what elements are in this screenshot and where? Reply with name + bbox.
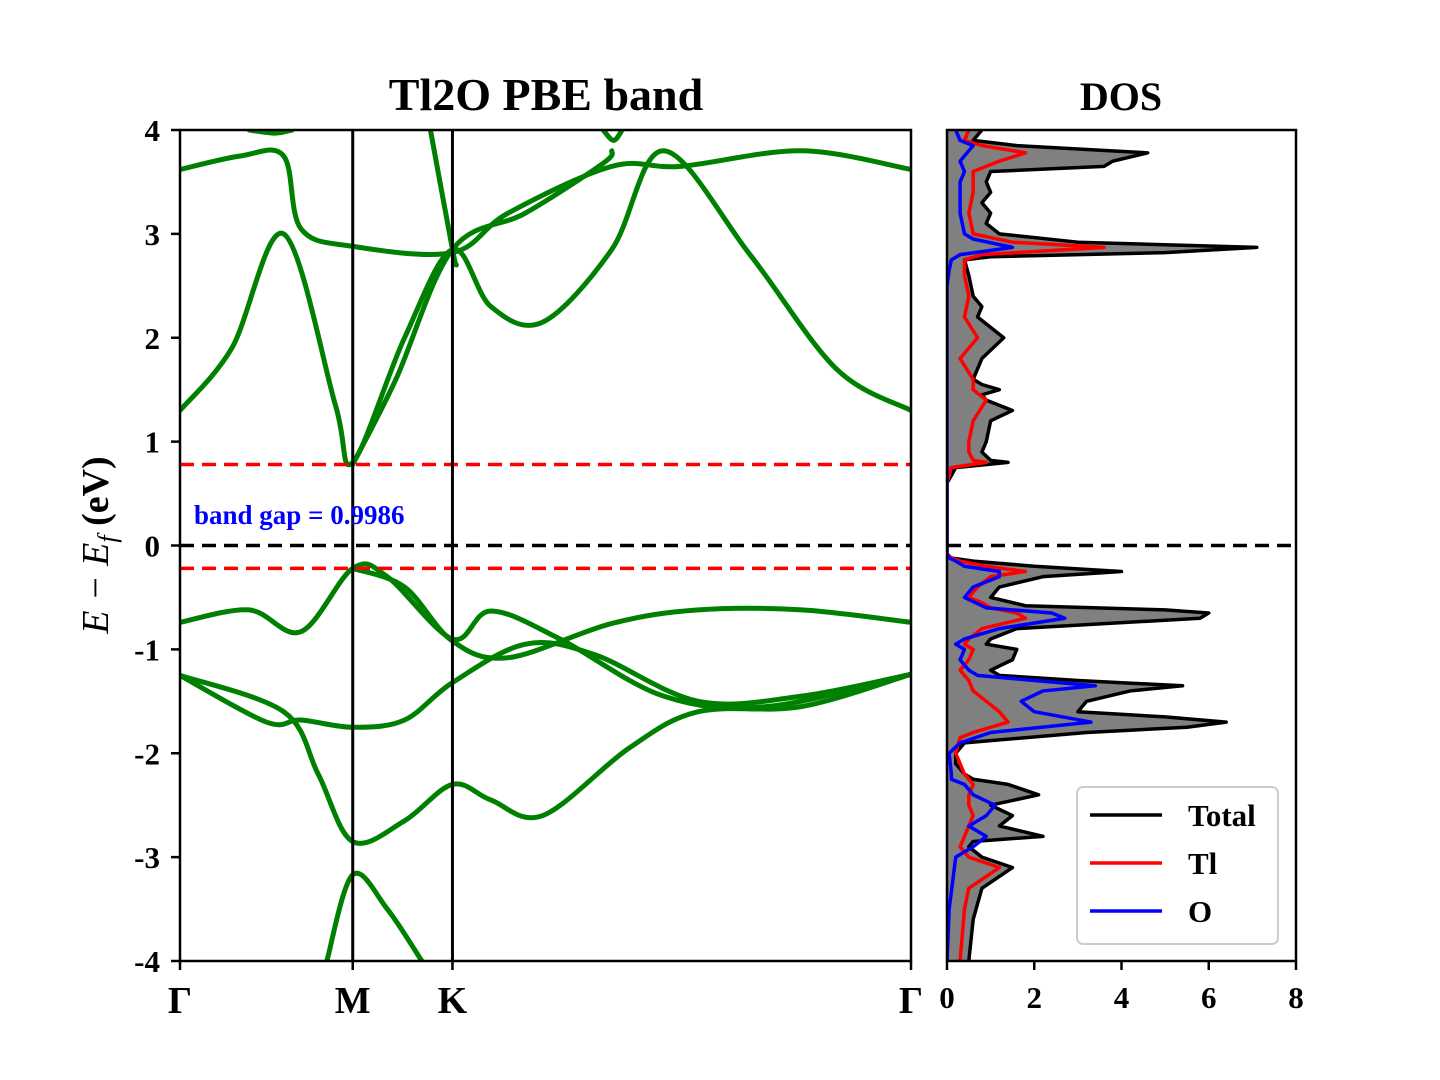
band-ytick-label: 2: [145, 321, 161, 356]
band-ytick-label: 4: [145, 113, 161, 148]
dos-axes: 0 2 4 6 8: [939, 128, 1304, 1015]
band-plot-title: Tl2O PBE band: [389, 69, 704, 120]
legend-label-total: Total: [1188, 798, 1256, 833]
legend-label-o: O: [1188, 894, 1212, 929]
band-y-axis-label: E − Ef (eV): [75, 456, 122, 634]
dos-line-o: [947, 130, 1098, 961]
ylabel-unit: (eV): [75, 456, 117, 535]
dos-xtick-label: 0: [939, 980, 955, 1015]
band-ytick-label: -1: [134, 632, 160, 667]
band-line-6: [600, 130, 625, 143]
band-line-4: [350, 148, 615, 467]
band-ytick-label: -4: [134, 944, 160, 979]
band-line-10: [180, 671, 911, 846]
dos-panel: DOS 0 2 4 6 8 Total Tl O: [939, 74, 1304, 1015]
band-line-1: [180, 148, 911, 468]
dos-xtick-label: 6: [1201, 980, 1217, 1015]
kpath-label: K: [438, 980, 468, 1022]
band-ytick-label: -2: [134, 736, 160, 771]
kpath-label: Γ: [168, 980, 192, 1022]
dos-plot-area: [947, 130, 1259, 961]
dos-line-tl: [947, 130, 1106, 961]
legend-box: [1076, 786, 1279, 945]
band-ytick-label: -3: [134, 840, 160, 875]
ylabel-main: E − E: [75, 543, 117, 635]
band-ytick-label: 3: [145, 217, 161, 252]
band-ytick-label: 1: [145, 425, 161, 460]
band-line-7: [180, 561, 911, 711]
kpath-label: M: [335, 980, 371, 1022]
band-line-8: [350, 565, 911, 661]
band-plot-area: [180, 130, 911, 961]
band-gap-annotation: band gap = 0.9986: [194, 500, 404, 530]
band-line-2: [180, 147, 911, 257]
dos-plot-title: DOS: [1080, 74, 1162, 119]
legend-label-tl: Tl: [1188, 846, 1218, 881]
band-line-11: [324, 870, 425, 961]
dos-xtick-label: 8: [1288, 980, 1304, 1015]
ylabel-sub: f: [93, 532, 122, 543]
dos-legend: Total Tl O: [1076, 786, 1279, 945]
dos-xtick-label: 4: [1114, 980, 1130, 1015]
dos-xtick-label: 2: [1027, 980, 1043, 1015]
band-ytick-label: 0: [145, 529, 161, 564]
kpath-label: Γ: [899, 980, 923, 1022]
dos-total-fill: [947, 130, 1257, 961]
